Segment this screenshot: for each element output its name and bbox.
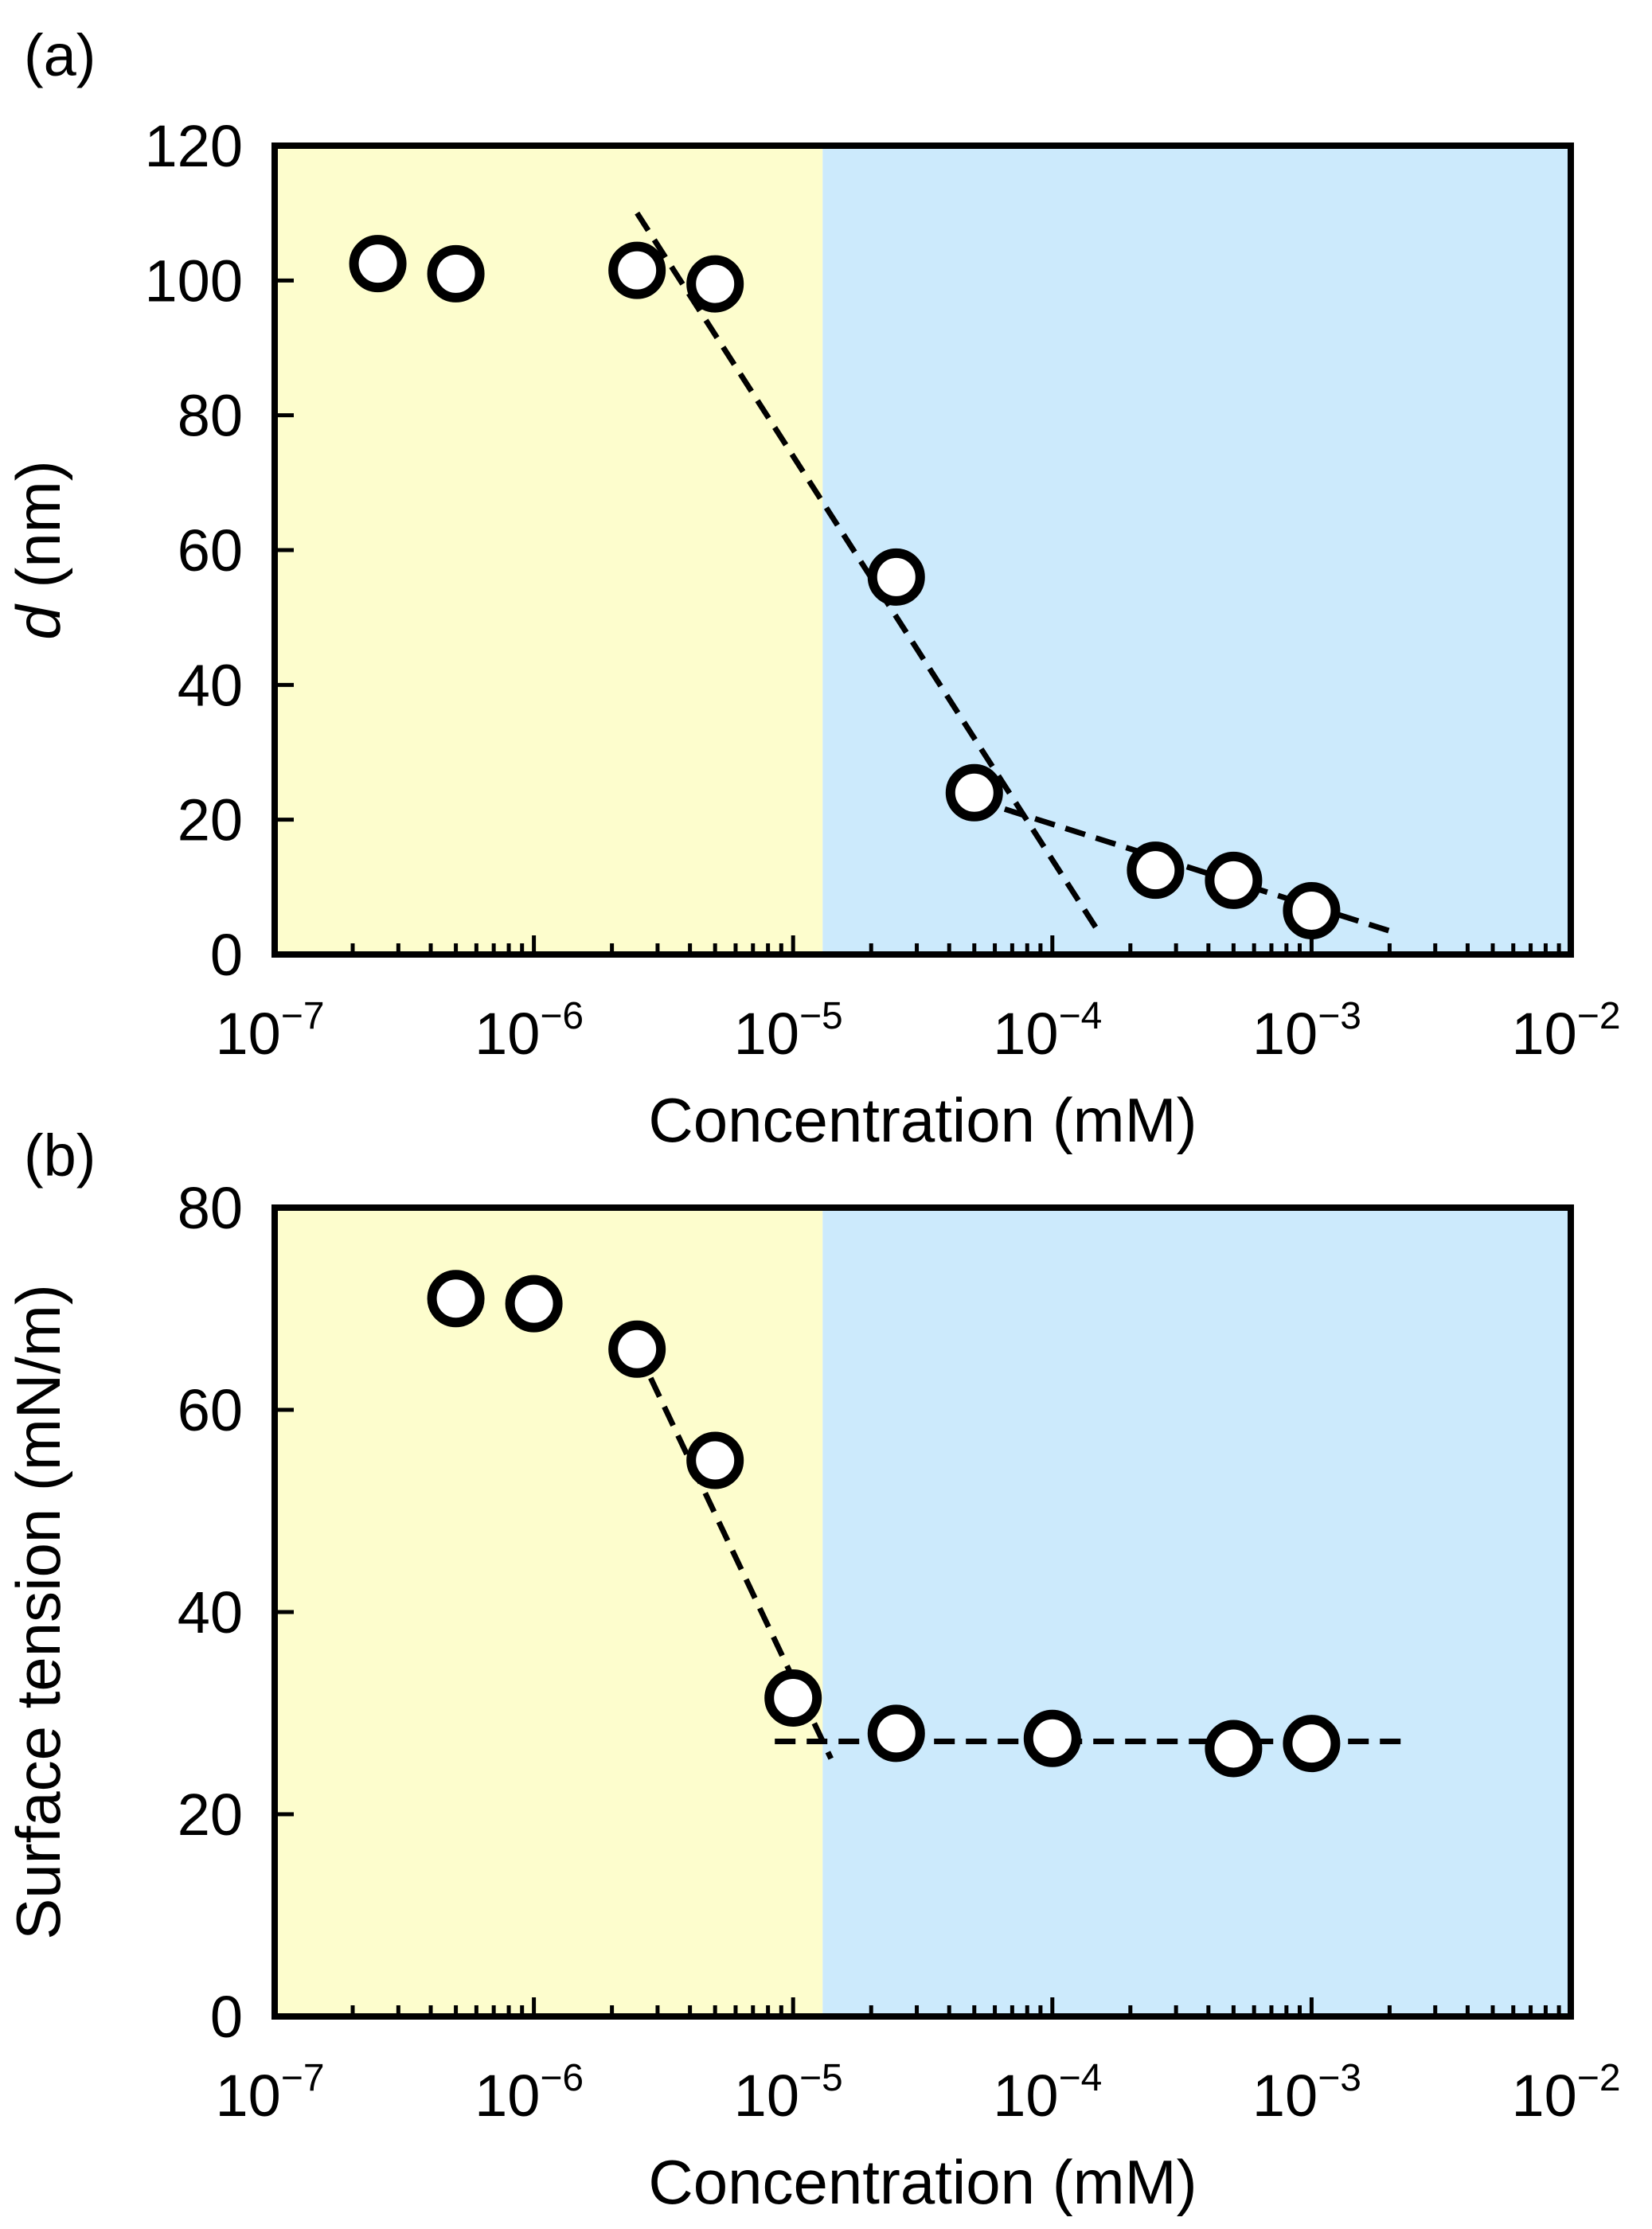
panel-a-y-axis-title: d (nm) [3,460,73,639]
panel-a-x-tick-label: 10−3 [1252,995,1361,1067]
panel-a-data-point [1283,881,1341,939]
panel-a-data-point [1205,851,1263,909]
panel-a-y-tick-label: 120 [145,113,243,179]
panel-b-x-tick-label: 10−2 [1511,2057,1620,2129]
panel-b-y-tick-label: 60 [178,1377,243,1443]
panel-b-x-tick-label: 10−6 [475,2057,584,2129]
panel-a-data-point [867,548,925,606]
panel-a-data-point [349,235,407,293]
panel-a-y-tick-label: 0 [210,922,243,988]
panel-b-plot-frame [271,1204,1574,2020]
panel-a-x-tick-label: 10−2 [1511,995,1620,1067]
panel-a-fit-line [635,211,1101,933]
panel-b-x-tick-label: 10−3 [1252,2057,1361,2129]
panel-b-data-point [608,1320,666,1378]
panel-a-data-point [1127,841,1185,900]
panel-b-fit-line [635,1348,834,1760]
panel-b-chart: 10−7 10−6 10−5 10−4 10−3 10−2 0 20 40 60 80 Concent… [3,1122,1621,2217]
panel-b-region-1 [822,1208,1571,2016]
panel-a-x-tick-label: 10−5 [734,995,843,1067]
panel-a-y-tick-label: 100 [145,248,243,314]
panel-a-region-1 [822,146,1571,954]
panel-b-x-tick-label: 10−4 [993,2057,1102,2129]
panel-b-y-tick-label: 80 [178,1175,243,1241]
panel-a-y-tick-label: 60 [178,517,243,584]
panel-b-data-point [1023,1709,1081,1767]
panel-a-data-point [427,244,485,303]
panel-a-y-tick-label: 20 [178,787,243,853]
panel-b-data-point [686,1431,744,1489]
panel-a-data-point [945,763,1003,822]
panel-b-y-tick-label: 40 [178,1579,243,1645]
panel-a-y-tick-label: 80 [178,383,243,449]
panel-b-label: (b) [24,1122,96,1189]
panel-b-data-point [505,1275,563,1333]
panel-a-y-tick-label: 40 [178,652,243,718]
panel-a-x-tick-label: 10−6 [475,995,584,1067]
panel-b-region-0 [275,1208,823,2016]
panel-a-label: (a) [24,22,96,88]
panel-b-data-point [867,1704,925,1763]
panel-b-data-point [1283,1715,1341,1773]
panel-b-y-tick-label: 20 [178,1782,243,1848]
panel-a-plot-frame [271,142,1574,958]
panel-b-data-point [1205,1720,1263,1778]
panel-a-data-point [686,255,744,313]
panel-a-x-tick-label: 10−7 [215,995,324,1067]
panel-b-x-tick-label: 10−5 [734,2057,843,2129]
panel-b-y-axis-title: Surface tension (mN/m) [3,1284,73,1940]
panel-a-x-tick-label: 10−4 [993,995,1102,1067]
panel-b-y-tick-label: 0 [210,1984,243,2050]
panel-b-data-point [427,1270,485,1328]
panel-a-chart: 10−7 10−6 10−5 10−4 10−3 10−2 0 20 40 60 80 100 120 C… [3,22,1621,1155]
panel-b-x-axis-title: Concentration (mM) [648,2147,1197,2217]
panel-b-data-point [764,1669,822,1727]
panel-a-x-axis-title: Concentration (mM) [648,1085,1197,1155]
panel-a-data-point [608,241,666,299]
panel-b-x-tick-label: 10−7 [215,2057,324,2129]
